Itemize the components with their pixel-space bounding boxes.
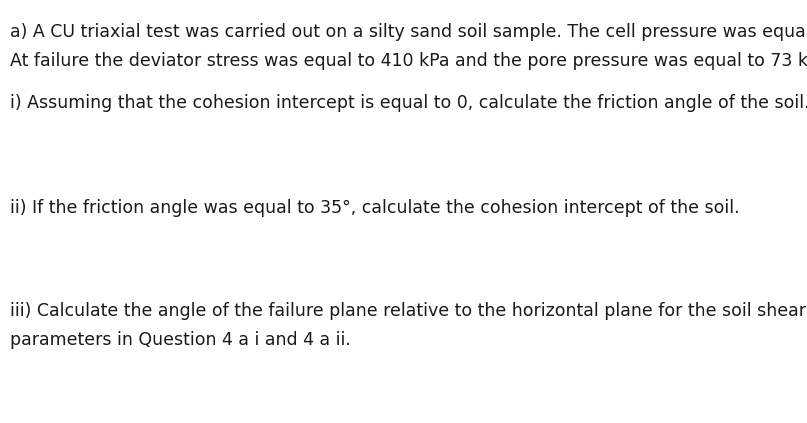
Text: parameters in Question 4 a i and 4 a ii.: parameters in Question 4 a i and 4 a ii. [10, 331, 351, 349]
Text: At failure the deviator stress was equal to 410 kPa and the pore pressure was eq: At failure the deviator stress was equal… [10, 52, 807, 70]
Text: i) Assuming that the cohesion intercept is equal to 0, calculate the friction an: i) Assuming that the cohesion intercept … [10, 94, 807, 112]
Text: ii) If the friction angle was equal to 35°, calculate the cohesion intercept of : ii) If the friction angle was equal to 3… [10, 199, 740, 217]
Text: iii) Calculate the angle of the failure plane relative to the horizontal plane f: iii) Calculate the angle of the failure … [10, 302, 807, 321]
Text: a) A CU triaxial test was carried out on a silty sand soil sample. The cell pres: a) A CU triaxial test was carried out on… [10, 23, 807, 41]
